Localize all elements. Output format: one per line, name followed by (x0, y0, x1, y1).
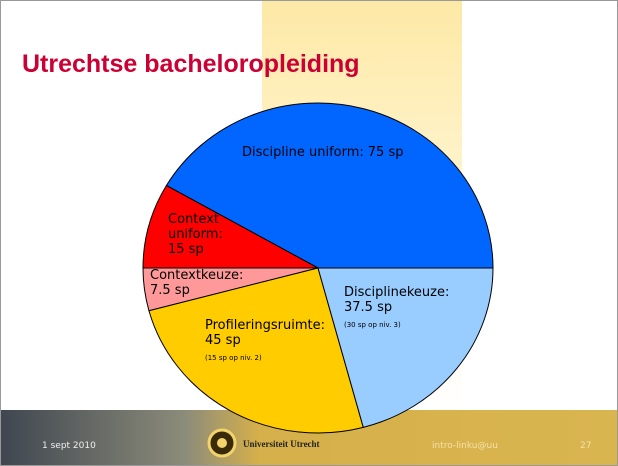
slice-value-label: 15 sp (168, 242, 226, 257)
slice-note: (30 sp op niv. 3) (344, 319, 474, 331)
slice-value-label: 45 sp (205, 333, 345, 348)
footer-page: 27 (580, 441, 591, 451)
footer-email: intro-linku@uu (432, 441, 498, 451)
slice-value-label: 7.5 sp (150, 283, 260, 298)
slice-category: Context uniform: (168, 212, 226, 242)
logo-center (217, 438, 227, 448)
slice-category: Disciplinekeuze: (344, 285, 474, 300)
slice-category: Discipline uniform: (242, 145, 364, 160)
slice-label: Context uniform:15 sp (168, 212, 226, 257)
slice-label: Disciplinekeuze:37.5 sp (30 sp op niv. 3) (344, 285, 474, 331)
slice-label: Discipline uniform: 75 sp (242, 145, 442, 160)
footer-university: Universiteit Utrecht (243, 439, 320, 449)
slice-note: (15 sp op niv. 2) (205, 352, 345, 364)
slide: Utrechtse bacheloropleiding Discipline u… (0, 0, 618, 466)
slice-label: Profileringsruimte:45 sp (15 sp op niv. 2… (205, 318, 345, 364)
slice-label: Contextkeuze:7.5 sp (150, 268, 260, 298)
slice-value-label: 37.5 sp (344, 300, 474, 315)
slice-value-label: 75 sp (368, 145, 404, 160)
slide-title: Utrechtse bacheloropleiding (22, 50, 360, 79)
footer-date: 1 sept 2010 (42, 441, 96, 451)
slice-category: Profileringsruimte: (205, 318, 345, 333)
slice-category: Contextkeuze: (150, 268, 260, 283)
